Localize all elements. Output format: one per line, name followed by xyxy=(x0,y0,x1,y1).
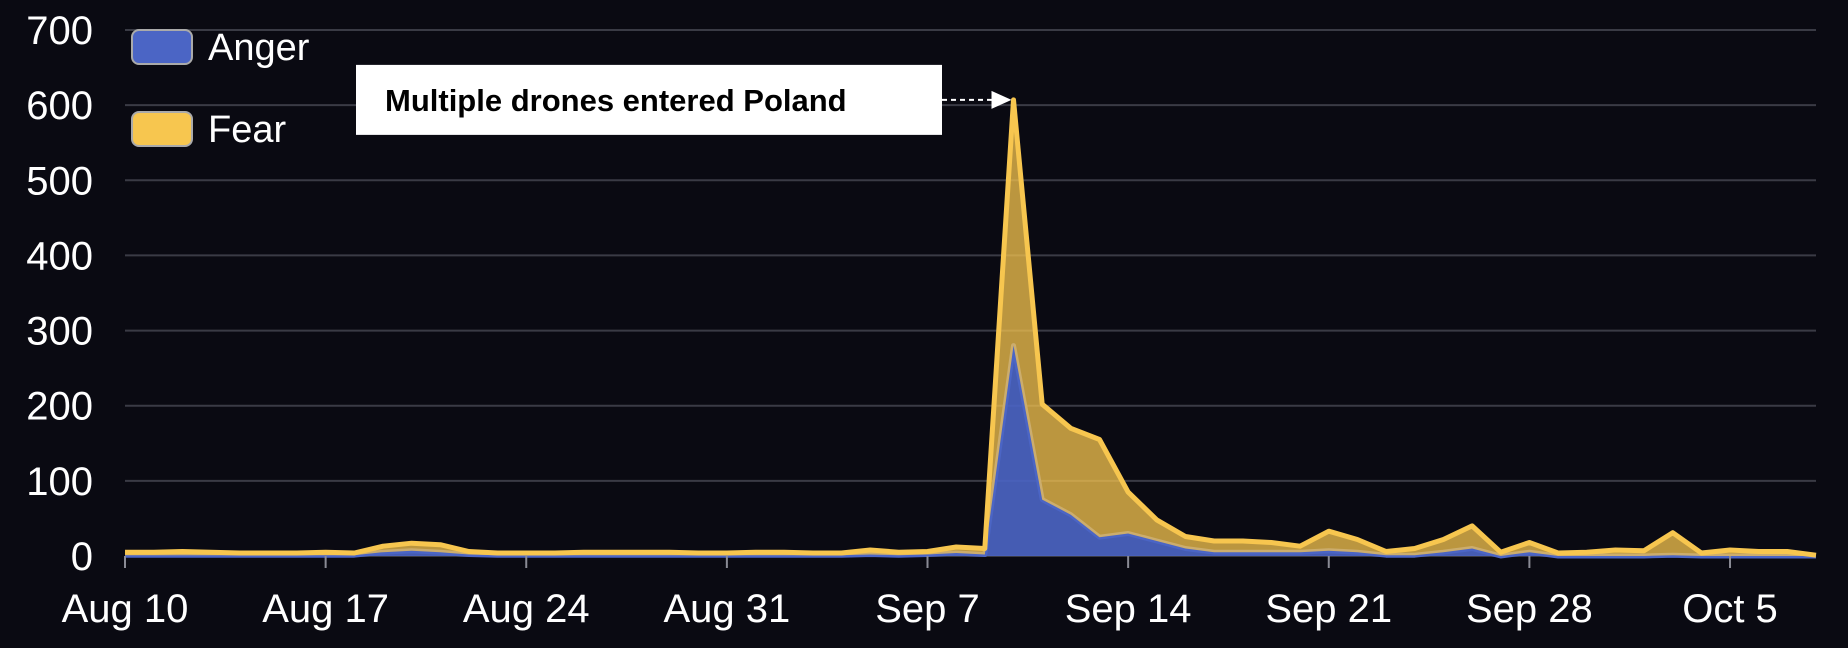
y-tick-label: 400 xyxy=(26,234,93,278)
y-tick-label: 500 xyxy=(26,159,93,203)
legend: Anger Fear xyxy=(131,27,310,151)
y-tick-label: 300 xyxy=(26,310,93,354)
x-axis-ticks: Aug 10 Aug 17 Aug 24 Aug 31 Sep 7 Sep 14 Sep 2… xyxy=(62,556,1778,631)
y-tick-label: 0 xyxy=(71,535,93,579)
fear-legend-swatch xyxy=(131,111,193,147)
fear-line xyxy=(125,97,1817,558)
fear-legend-label: Fear xyxy=(208,109,286,151)
x-tick-label: Aug 31 xyxy=(663,587,790,631)
x-tick-label: Sep 21 xyxy=(1265,587,1392,631)
annotation-text: Multiple drones entered Poland xyxy=(385,83,847,118)
x-tick-label: Aug 24 xyxy=(463,587,590,631)
y-tick-label: 100 xyxy=(26,460,93,504)
y-tick-label: 700 xyxy=(26,9,93,53)
anger-legend-swatch xyxy=(131,29,193,65)
anger-legend-label: Anger xyxy=(208,27,310,69)
y-tick-label: 200 xyxy=(26,385,93,429)
x-tick-label: Oct 5 xyxy=(1682,587,1778,631)
annotation-box xyxy=(356,64,942,135)
y-tick-label: 600 xyxy=(26,84,93,128)
x-tick-label: Sep 28 xyxy=(1466,587,1593,631)
annotation-arrow-head xyxy=(991,90,1012,109)
y-axis-ticks: 0 100 200 300 400 500 600 700 xyxy=(26,9,93,579)
x-tick-label: Sep 14 xyxy=(1065,587,1192,631)
series-areas xyxy=(125,97,1817,559)
x-tick-label: Sep 7 xyxy=(875,587,980,631)
annotations: Multiple drones entered Poland xyxy=(356,64,1012,135)
x-tick-label: Aug 17 xyxy=(262,587,389,631)
x-tick-label: Aug 10 xyxy=(62,587,189,631)
